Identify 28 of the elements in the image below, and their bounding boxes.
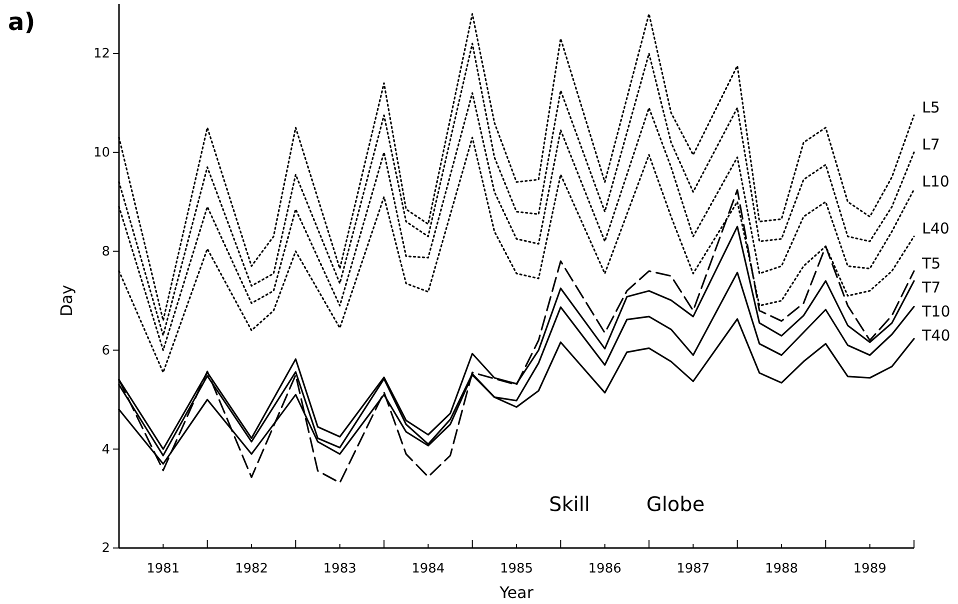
chart-title: a) bbox=[8, 8, 36, 36]
annotation: Globe bbox=[646, 492, 705, 516]
y-axis-title: Day bbox=[57, 284, 76, 317]
x-tick-label: 1981 bbox=[146, 562, 180, 577]
y-tick-label: 12 bbox=[93, 46, 110, 62]
x-tick-label: 1985 bbox=[500, 562, 534, 577]
series-label: T5 bbox=[921, 254, 941, 272]
x-tick-label: 1982 bbox=[234, 562, 268, 577]
series-label: L7 bbox=[922, 136, 940, 154]
y-tick-label: 10 bbox=[93, 146, 110, 161]
series-label: T40 bbox=[921, 326, 950, 344]
series-label: L10 bbox=[922, 172, 950, 191]
x-tick-label: 1987 bbox=[676, 562, 710, 577]
x-tick-label: 1984 bbox=[412, 562, 445, 577]
series-label: T7 bbox=[921, 278, 941, 296]
x-axis-title: Year bbox=[498, 583, 534, 602]
x-tick-label: 1989 bbox=[853, 562, 886, 577]
y-tick-label: 4 bbox=[102, 442, 110, 458]
y-tick-label: 8 bbox=[102, 244, 110, 260]
x-tick-label: 1986 bbox=[588, 562, 622, 577]
y-tick-label: 2 bbox=[102, 541, 110, 556]
y-tick-label: 6 bbox=[102, 343, 110, 358]
series-label: L40 bbox=[922, 220, 950, 238]
x-tick-label: 1988 bbox=[764, 562, 798, 577]
series-label: T10 bbox=[921, 302, 950, 320]
series-label: L5 bbox=[922, 98, 940, 117]
annotation: Skill bbox=[549, 492, 590, 516]
x-tick-label: 1983 bbox=[323, 562, 356, 577]
